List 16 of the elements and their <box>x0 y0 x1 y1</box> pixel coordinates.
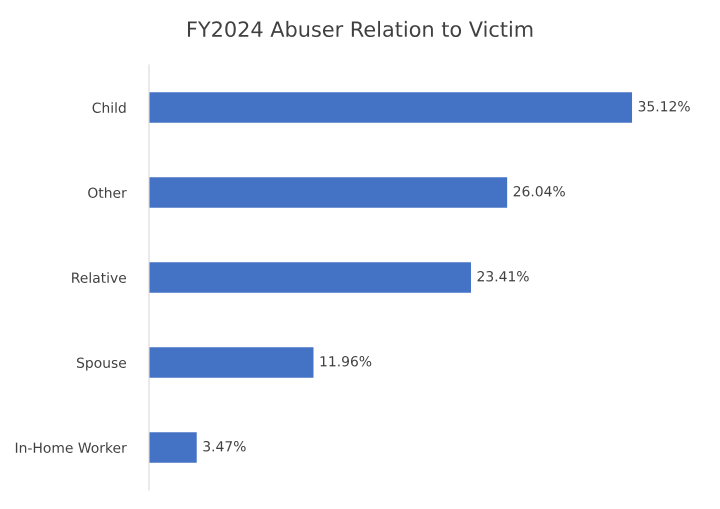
y-tick-label: Other <box>88 187 127 198</box>
y-tick-label: Relative <box>72 272 126 283</box>
bar <box>149 177 508 208</box>
chart-title: FY2024 Abuser Relation to Victim <box>188 20 532 38</box>
data-label: 26.04% <box>514 186 565 197</box>
y-tick-label: Spouse <box>76 357 126 371</box>
bar <box>149 262 471 293</box>
data-label: 11.96% <box>320 356 372 367</box>
bar <box>149 432 197 463</box>
data-label: 23.41% <box>478 271 529 282</box>
y-tick-label: In-Home Worker <box>16 442 127 453</box>
data-label: 35.12% <box>638 101 690 112</box>
bar <box>149 92 632 123</box>
data-label: 3.47% <box>203 441 246 452</box>
y-tick-label: Child <box>92 102 126 113</box>
bar <box>149 347 314 378</box>
